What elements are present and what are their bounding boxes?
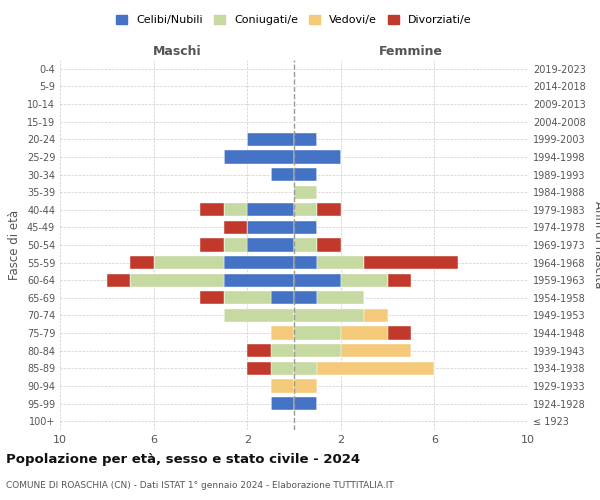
Bar: [294, 238, 317, 252]
Bar: [224, 291, 271, 304]
Bar: [271, 344, 294, 358]
Bar: [341, 274, 388, 287]
Bar: [271, 397, 294, 410]
Bar: [224, 274, 294, 287]
Bar: [107, 274, 130, 287]
Bar: [294, 344, 341, 358]
Bar: [294, 397, 317, 410]
Text: Popolazione per età, sesso e stato civile - 2024: Popolazione per età, sesso e stato civil…: [6, 452, 360, 466]
Bar: [224, 309, 294, 322]
Bar: [271, 291, 294, 304]
Bar: [154, 256, 224, 269]
Bar: [317, 291, 364, 304]
Bar: [200, 238, 224, 252]
Bar: [247, 362, 271, 375]
Bar: [294, 274, 341, 287]
Bar: [271, 362, 294, 375]
Bar: [130, 274, 224, 287]
Bar: [294, 132, 317, 146]
Bar: [224, 203, 247, 216]
Bar: [200, 291, 224, 304]
Bar: [317, 238, 341, 252]
Bar: [317, 203, 341, 216]
Bar: [224, 256, 294, 269]
Bar: [388, 326, 411, 340]
Bar: [294, 221, 317, 234]
Bar: [294, 150, 341, 164]
Bar: [294, 309, 364, 322]
Bar: [224, 238, 247, 252]
Bar: [130, 256, 154, 269]
Bar: [294, 256, 317, 269]
Bar: [247, 221, 294, 234]
Bar: [271, 326, 294, 340]
Bar: [364, 309, 388, 322]
Bar: [247, 203, 294, 216]
Bar: [294, 326, 341, 340]
Bar: [294, 186, 317, 198]
Bar: [388, 274, 411, 287]
Bar: [317, 256, 364, 269]
Bar: [294, 362, 317, 375]
Bar: [200, 203, 224, 216]
Bar: [247, 132, 294, 146]
Bar: [294, 380, 317, 392]
Bar: [341, 326, 388, 340]
Text: COMUNE DI ROASCHIA (CN) - Dati ISTAT 1° gennaio 2024 - Elaborazione TUTTITALIA.I: COMUNE DI ROASCHIA (CN) - Dati ISTAT 1° …: [6, 480, 394, 490]
Bar: [271, 168, 294, 181]
Bar: [294, 291, 317, 304]
Bar: [294, 203, 317, 216]
Bar: [247, 238, 294, 252]
Bar: [341, 344, 411, 358]
Bar: [317, 362, 434, 375]
Text: Maschi: Maschi: [152, 45, 202, 58]
Legend: Celibi/Nubili, Coniugati/e, Vedovi/e, Divorziati/e: Celibi/Nubili, Coniugati/e, Vedovi/e, Di…: [112, 10, 476, 29]
Bar: [271, 380, 294, 392]
Y-axis label: Fasce di età: Fasce di età: [8, 210, 21, 280]
Bar: [247, 344, 271, 358]
Text: Femmine: Femmine: [379, 45, 443, 58]
Bar: [364, 256, 458, 269]
Bar: [224, 150, 294, 164]
Y-axis label: Anni di nascita: Anni di nascita: [592, 202, 600, 288]
Bar: [294, 168, 317, 181]
Bar: [224, 221, 247, 234]
